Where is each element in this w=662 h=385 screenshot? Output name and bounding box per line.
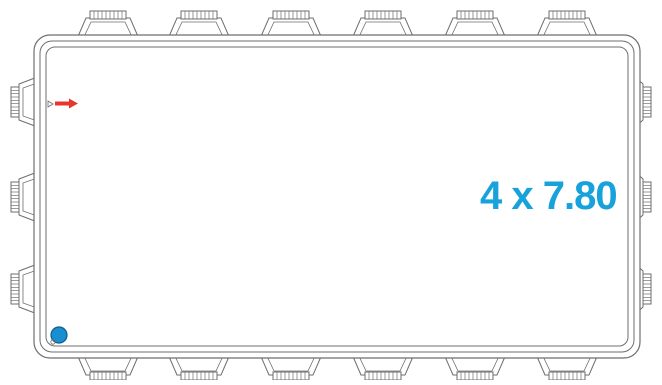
connector-left — [10, 262, 41, 316]
connector-top — [75, 10, 141, 42]
arrow-right-icon — [55, 98, 78, 109]
enclosure-panel — [45, 46, 629, 347]
connector-top — [258, 10, 324, 42]
size-label: 4 x 7.80 — [480, 174, 618, 218]
connector-bottom — [258, 351, 324, 381]
connector-top — [442, 10, 508, 42]
connector-bottom — [534, 351, 600, 381]
connector-top — [166, 10, 232, 42]
circle-marker-icon — [50, 326, 68, 345]
connector-left — [10, 170, 41, 224]
small-pointer-icon — [47, 100, 54, 108]
connector-bottom — [75, 351, 141, 381]
connector-top — [534, 10, 600, 42]
connector-top — [350, 10, 416, 42]
enclosure-inner-border — [39, 40, 635, 353]
connector-left — [10, 75, 41, 129]
